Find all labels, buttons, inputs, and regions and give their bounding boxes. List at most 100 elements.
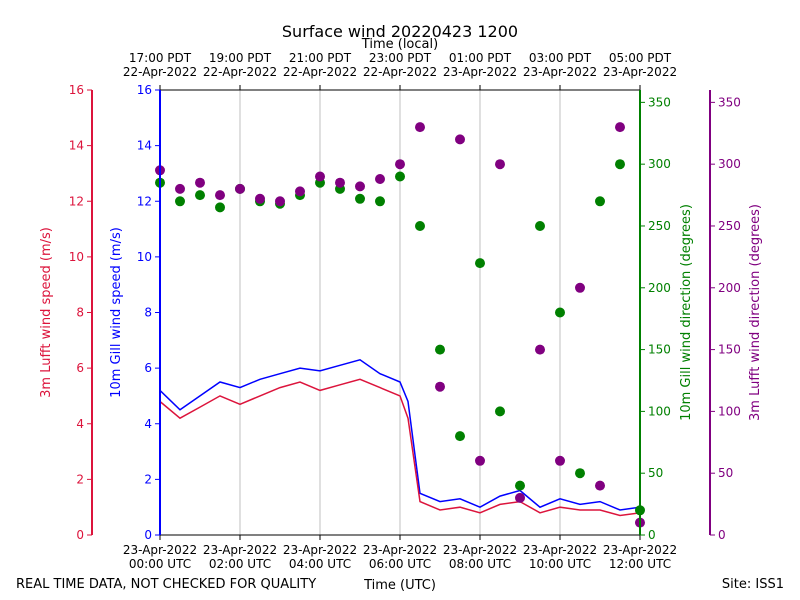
y-tick-label: 16 [137,83,152,97]
y-tick-label: 12 [137,194,152,208]
y-tick-label: 12 [69,194,84,208]
scatter-point [355,181,365,192]
scatter-point [275,196,285,207]
scatter-point [455,134,465,145]
scatter-point [535,344,545,355]
scatter-point [535,221,545,231]
x-tick-label: 23-Apr-2022 00:00 UTC [123,543,197,571]
y-tick-label: 200 [648,281,671,295]
top-tick-label-line: 19:00 PDT [209,51,272,65]
scatter-point [555,455,565,466]
scatter-point [375,174,385,184]
x-axis-label: Time (UTC) [363,578,436,593]
top-tick-label-line: 03:00 PDT [529,51,592,65]
y-tick-label: 4 [76,417,84,431]
x-tick-label-line: 23-Apr-2022 [603,543,677,557]
y-tick-label: 6 [144,361,152,375]
x-tick-label: 23-Apr-2022 08:00 UTC [443,543,517,571]
x-tick-label-line: 04:00 UTC [289,557,351,571]
y-tick-label: 250 [718,219,741,233]
scatter-point [235,183,245,194]
scatter-point [455,431,465,442]
y-tick-label: 100 [718,404,741,418]
y-tick-label: 0 [144,528,152,542]
top-tick-label-line: 17:00 PDT [129,51,192,65]
top-tick-label-line: 23-Apr-2022 [523,65,597,79]
y-tick-label: 0 [718,528,726,542]
y-axis-label: 3m Lufft wind speed (m/s) [39,227,54,398]
scatter-point [595,196,605,207]
scatter-point [495,406,505,417]
scatter-point [315,171,325,182]
y-tick-label: 0 [648,528,656,542]
y-tick-label: 50 [718,466,733,480]
y-tick-label: 8 [144,306,152,320]
top-tick-label-line: 05:00 PDT [609,51,672,65]
y-tick-label: 250 [648,219,671,233]
scatter-point [415,221,425,231]
y-tick-label: 4 [144,417,152,431]
scatter-point [395,159,405,170]
y-tick-label: 100 [648,404,671,418]
x-tick-label-line: 12:00 UTC [609,557,671,571]
label-layer: Surface wind 20220423 1200 Time (local) … [16,22,784,593]
y-tick-label: 150 [718,343,741,357]
scatter-point [435,381,445,392]
y-tick-label: 2 [144,472,152,486]
grid-layer [159,90,641,535]
top-tick-label: 17:00 PDT 22-Apr-2022 [123,51,197,79]
x-tick-label-line: 02:00 UTC [209,557,271,571]
top-tick-label-line: 21:00 PDT [289,51,352,65]
chart-title: Surface wind 20220423 1200 [282,22,518,41]
y-tick-label: 0 [76,528,84,542]
y-tick-label: 50 [648,466,663,480]
y-tick-label: 300 [718,157,741,171]
y-tick-label: 14 [137,139,152,153]
y-tick-label: 350 [648,95,671,109]
scatter-point [195,177,205,188]
top-tick-label: 21:00 PDT 22-Apr-2022 [283,51,357,79]
scatter-point [375,196,385,207]
top-tick-label: 23:00 PDT 22-Apr-2022 [363,51,437,79]
scatter-point [555,307,565,318]
scatter-point [335,177,345,188]
x-tick-label: 23-Apr-2022 12:00 UTC [603,543,677,571]
series-line [159,358,641,511]
scatter-point [515,492,525,503]
top-tick-label-line: 23:00 PDT [369,51,432,65]
x-tick-label-line: 00:00 UTC [129,557,191,571]
scatter-point [435,344,445,355]
top-tick-label: 05:00 PDT 23-Apr-2022 [603,51,677,79]
top-axis-label: Time (local) [361,37,438,52]
top-tick-label: 19:00 PDT 22-Apr-2022 [203,51,277,79]
y-tick-label: 8 [76,306,84,320]
scatter-point [475,258,485,269]
x-tick-label-line: 23-Apr-2022 [443,543,517,557]
x-tick-label: 23-Apr-2022 04:00 UTC [283,543,357,571]
y-tick-label: 14 [69,139,84,153]
x-tick-label-line: 23-Apr-2022 [203,543,277,557]
scatter-point [215,190,225,201]
scatter-point [575,282,585,293]
y-axis-label: 10m Gill wind direction (degrees) [679,204,694,421]
y-tick-label: 150 [648,343,671,357]
scatter-point [195,190,205,201]
scatter-point [595,480,605,491]
scatter-point [255,193,265,204]
scatter-point [615,122,625,133]
top-tick-label: 03:00 PDT 23-Apr-2022 [523,51,597,79]
top-tick-label-line: 22-Apr-2022 [123,65,197,79]
x-tick-label-line: 23-Apr-2022 [283,543,357,557]
scatter-point [355,193,365,204]
scatter-point [415,122,425,133]
series-line [159,378,641,517]
scatter-point [575,468,585,479]
top-tick-label-line: 23-Apr-2022 [603,65,677,79]
x-tick-label-line: 23-Apr-2022 [523,543,597,557]
y-tick-label: 10 [69,250,84,264]
x-tick-label: 23-Apr-2022 06:00 UTC [363,543,437,571]
y-tick-label: 2 [76,472,84,486]
